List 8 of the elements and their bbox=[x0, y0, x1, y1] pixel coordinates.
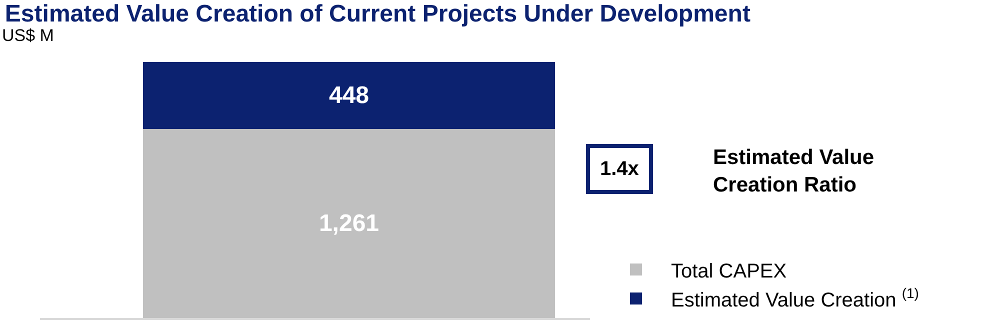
data-label: 448 bbox=[328, 82, 370, 110]
chart-title: Estimated Value Creation of Current Projects Under Development bbox=[4, 0, 750, 28]
chart-subtitle: US$ M bbox=[2, 26, 54, 45]
data-label: 1,261 bbox=[318, 210, 380, 238]
text: Estimated Value Creation Ratio bbox=[713, 146, 874, 196]
legend-label: Estimated Value Creation $^{(1)}$ bbox=[671, 284, 919, 312]
text: 1.4x bbox=[600, 158, 639, 180]
legend-label: Total CAPEX bbox=[671, 260, 787, 282]
